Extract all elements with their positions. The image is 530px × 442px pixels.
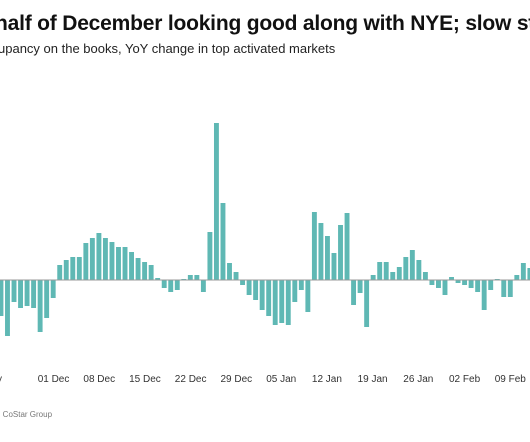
- bar: [155, 278, 161, 280]
- bar: [396, 267, 402, 280]
- bar: [213, 123, 219, 280]
- bar: [455, 280, 461, 283]
- bar: [311, 212, 317, 280]
- bar: [285, 280, 291, 325]
- x-tick-label: 05 Jan: [266, 374, 296, 385]
- bar: [89, 238, 95, 280]
- x-tick-label: 29 Dec: [221, 374, 253, 385]
- x-tick-label: 09 Feb: [495, 374, 527, 385]
- bar: [194, 275, 200, 280]
- bar: [31, 280, 37, 308]
- bar: [370, 275, 376, 280]
- bar: [507, 280, 513, 297]
- bar: [44, 280, 50, 318]
- bar: [259, 280, 265, 310]
- bar: [436, 280, 441, 288]
- bar: [292, 280, 298, 302]
- bar: [57, 265, 63, 280]
- bar: [83, 243, 89, 280]
- bar: [102, 238, 108, 280]
- bar: [318, 223, 324, 280]
- bar: [168, 280, 174, 292]
- x-tick-label: 15 Dec: [129, 374, 161, 385]
- x-tick-label: 08 Dec: [83, 374, 115, 385]
- bar: [357, 280, 363, 293]
- bar: [514, 275, 520, 280]
- bar: [527, 268, 530, 280]
- bar: [227, 263, 232, 280]
- bar: [116, 247, 121, 280]
- bar: [298, 280, 304, 290]
- x-tick-label: 22 Dec: [175, 374, 207, 385]
- bar: [422, 272, 428, 280]
- bar: [325, 236, 330, 280]
- chart-subtitle: upancy on the books, YoY change in top a…: [0, 41, 336, 56]
- bar: [488, 280, 494, 290]
- chart-title: half of December looking good along with…: [0, 12, 530, 35]
- bar: [246, 280, 252, 295]
- bar: [253, 280, 259, 300]
- bar: [449, 277, 454, 280]
- bar: [135, 258, 141, 280]
- bar: [383, 262, 389, 280]
- source-note: d CoStar Group: [0, 410, 53, 419]
- bar: [468, 280, 474, 288]
- bar: [266, 280, 272, 316]
- bar: [442, 280, 448, 295]
- bar: [409, 250, 415, 280]
- bar: [377, 262, 383, 280]
- bar: [63, 260, 69, 280]
- bar: [200, 280, 206, 292]
- bar: [475, 280, 481, 292]
- x-tick-label: 19 Jan: [358, 374, 388, 385]
- bar: [148, 265, 154, 280]
- bar: [0, 280, 4, 316]
- bar: [207, 232, 213, 280]
- bar: [416, 260, 422, 280]
- bar: [462, 280, 468, 285]
- bar: [161, 280, 167, 288]
- bar: [11, 280, 17, 302]
- bar: [240, 280, 246, 285]
- bar: [403, 257, 409, 280]
- x-tick-label: 01 Dec: [38, 374, 70, 385]
- x-tick-label: y: [0, 374, 2, 385]
- bar: [481, 280, 487, 310]
- bar: [24, 280, 30, 306]
- bar: [344, 213, 350, 280]
- bar: [331, 253, 337, 280]
- x-tick-labels: y 01 Dec 08 Dec 15 Dec 22 Dec 29 Dec 05 Jan 12 …: [0, 374, 527, 385]
- bar: [129, 252, 134, 280]
- bar: [338, 225, 343, 280]
- bars-group: [0, 123, 530, 336]
- bar: [174, 280, 180, 290]
- bar: [220, 203, 226, 280]
- bar: [5, 280, 10, 336]
- bar: [272, 280, 278, 325]
- bar: [70, 257, 76, 280]
- bar: [351, 280, 357, 305]
- bar: [109, 242, 115, 280]
- x-tick-label: 26 Jan: [403, 374, 433, 385]
- bar: [390, 272, 396, 280]
- x-tick-label: 02 Feb: [449, 374, 481, 385]
- bar: [50, 280, 56, 298]
- bar: [37, 280, 43, 332]
- bar: [501, 280, 507, 297]
- bar: [429, 280, 435, 285]
- bar: [279, 280, 285, 323]
- bar: [18, 280, 23, 308]
- bar: [305, 280, 311, 312]
- bar: [76, 257, 82, 280]
- bar: [233, 272, 239, 280]
- bar: [364, 280, 370, 327]
- bar: [142, 262, 148, 280]
- bar: [122, 247, 128, 280]
- bar: [187, 275, 193, 280]
- x-tick-label: 12 Jan: [312, 374, 342, 385]
- bar: [96, 233, 102, 280]
- bar: [520, 263, 526, 280]
